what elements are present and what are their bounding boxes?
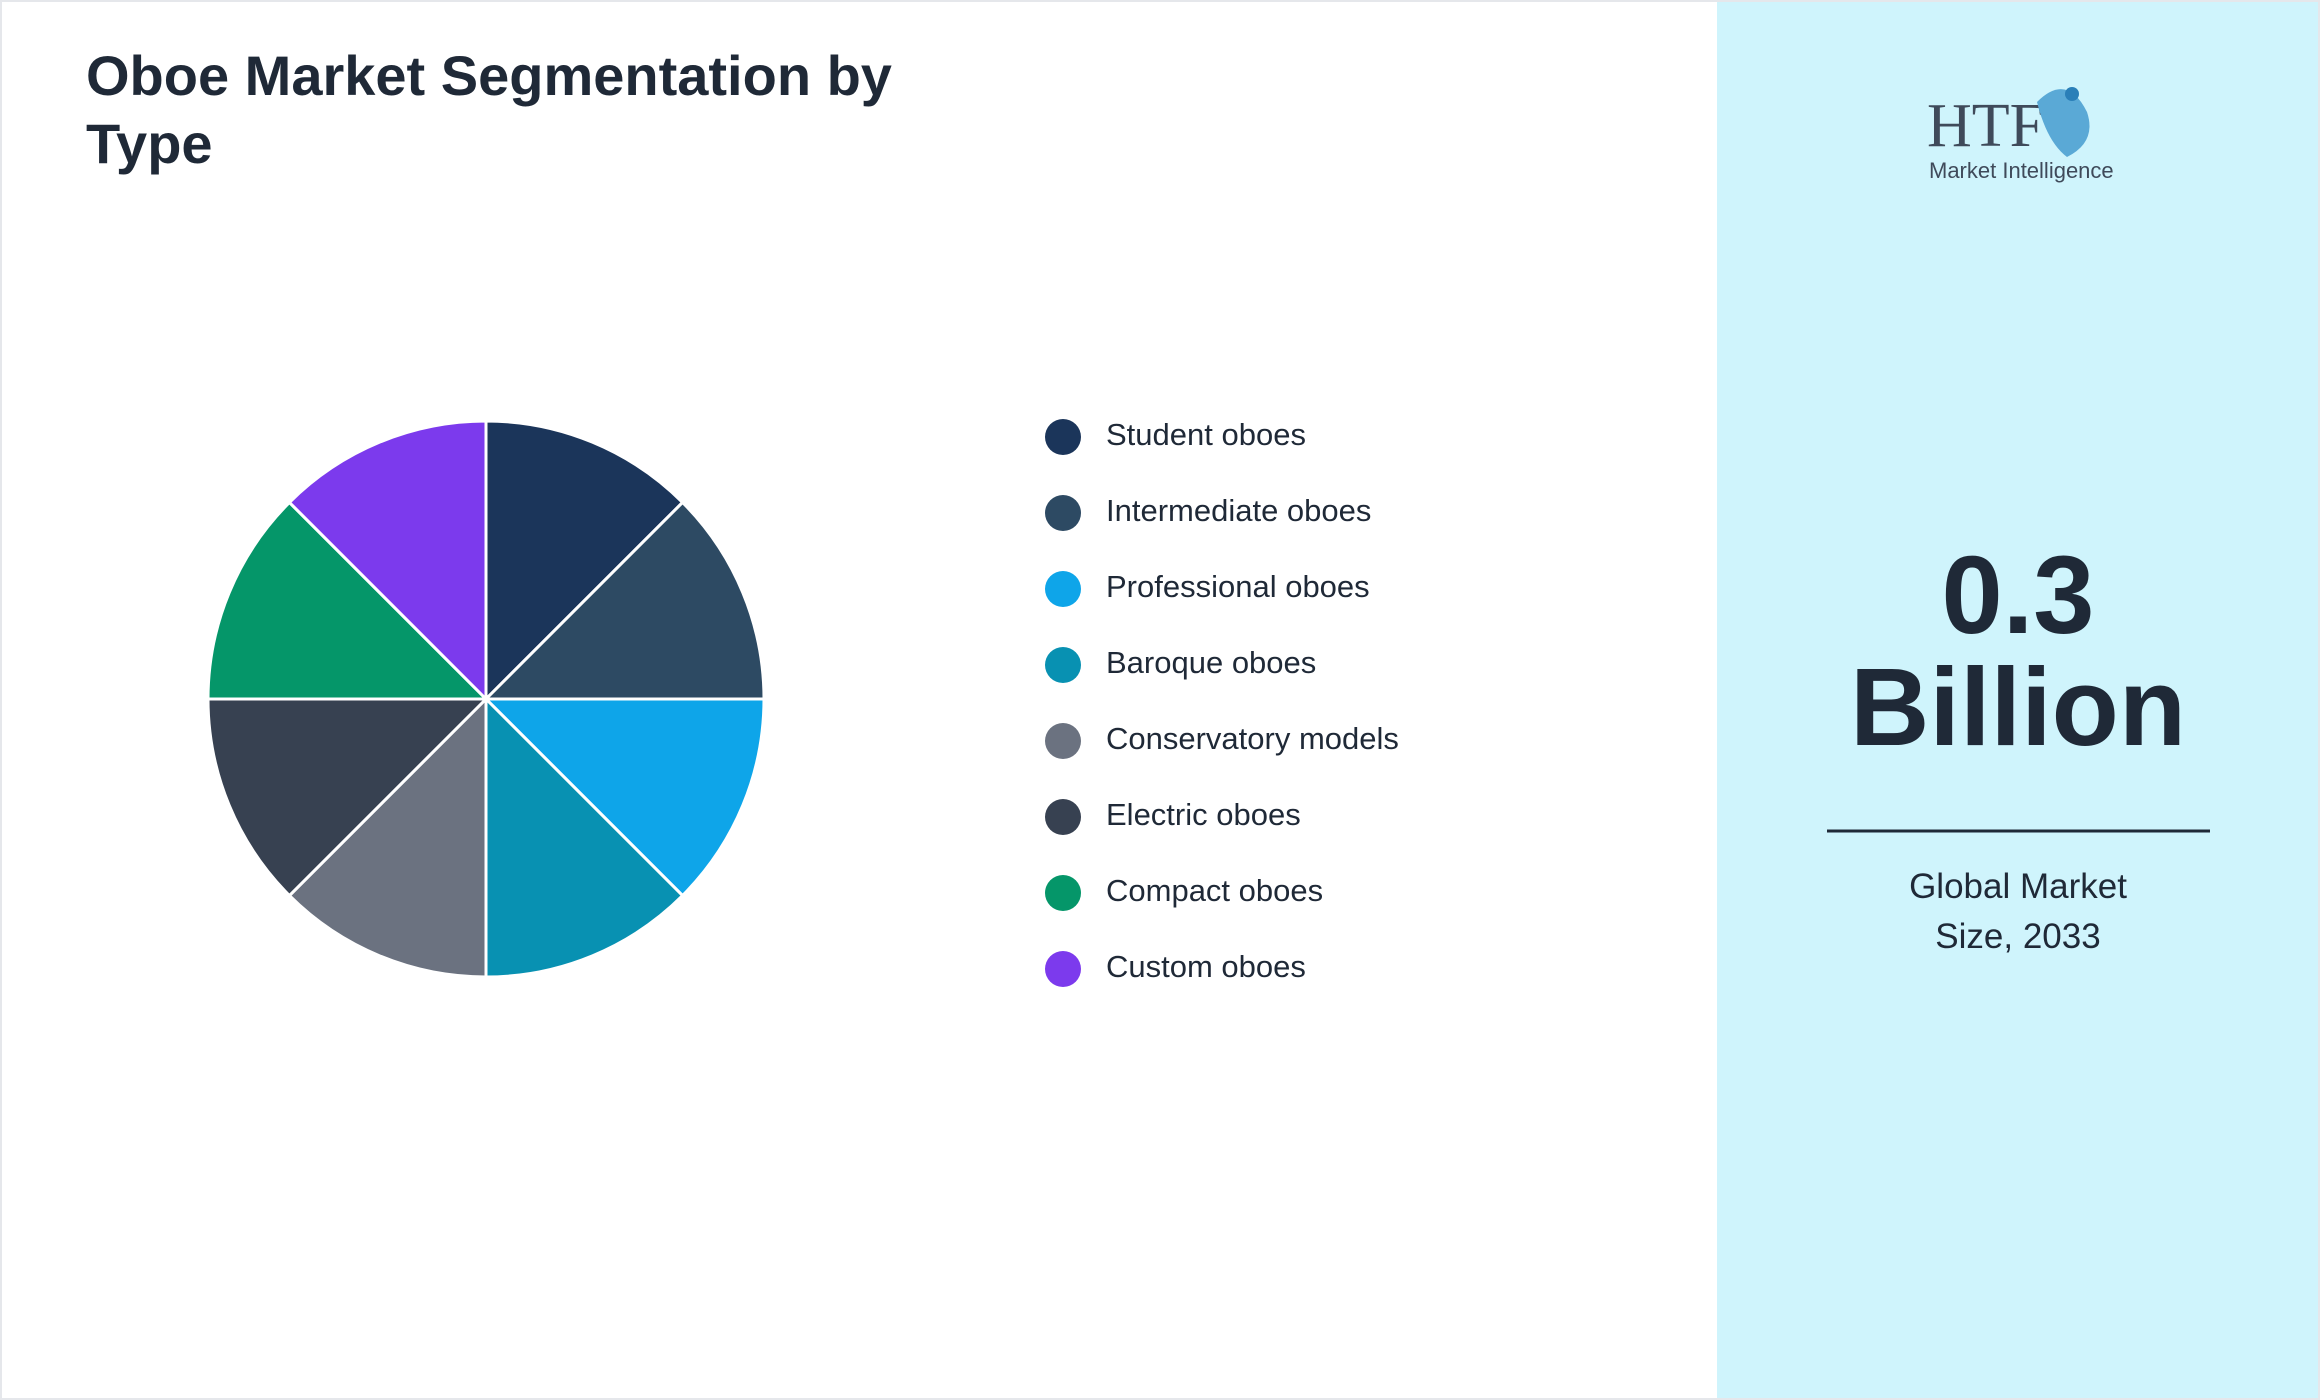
pie-slice (206, 697, 490, 898)
market-caption: Global Market Size, 2033 (1909, 867, 2127, 956)
logo-tagline: Market Intelligence (1929, 158, 2114, 183)
market-unit: Billion (1850, 646, 2186, 769)
legend-swatch (1045, 647, 1081, 683)
legend-label: Compact oboes (1106, 873, 1323, 908)
pie-slice (482, 500, 766, 701)
pie-slice (206, 500, 490, 701)
legend-label: Custom oboes (1106, 949, 1306, 984)
legend-swatch (1045, 951, 1081, 987)
pie-slice (484, 695, 685, 979)
chart: Student oboes Intermediate oboes Professio… (206, 417, 1399, 987)
legend-swatch (1045, 799, 1081, 835)
legend-swatch (1045, 875, 1081, 911)
legend-label: Baroque oboes (1106, 645, 1316, 680)
legend-label: Professional oboes (1106, 569, 1370, 604)
chart-title: Oboe Market Segmentation by Type (86, 44, 892, 175)
caption-box: Global Market Size, 2033 (1909, 867, 2127, 956)
pie-slice (482, 697, 766, 898)
legend-swatch (1045, 723, 1081, 759)
logo-brand: HTF (1927, 92, 2044, 160)
pie-slice (484, 419, 685, 703)
market-value: 0.3 (1942, 534, 2095, 657)
side-panel-content: HTF Market Intelligence 0.3 Billion Glob… (1827, 87, 2210, 956)
legend-swatch (1045, 495, 1081, 531)
logo-icon-dot (2065, 87, 2079, 101)
legend-swatch (1045, 419, 1081, 455)
legend-swatch (1045, 571, 1081, 607)
pie-slice (287, 695, 488, 979)
logo-icon (2037, 89, 2090, 157)
legend-label: Intermediate oboes (1106, 493, 1371, 528)
legend-label: Electric oboes (1106, 797, 1301, 832)
side-panel: HTF Market Intelligence 0.3 Billion Glob… (1717, 2, 2318, 1398)
pie-slice (287, 419, 488, 703)
legend-label: Conservatory models (1106, 721, 1399, 756)
legend-label: Student oboes (1106, 417, 1306, 452)
